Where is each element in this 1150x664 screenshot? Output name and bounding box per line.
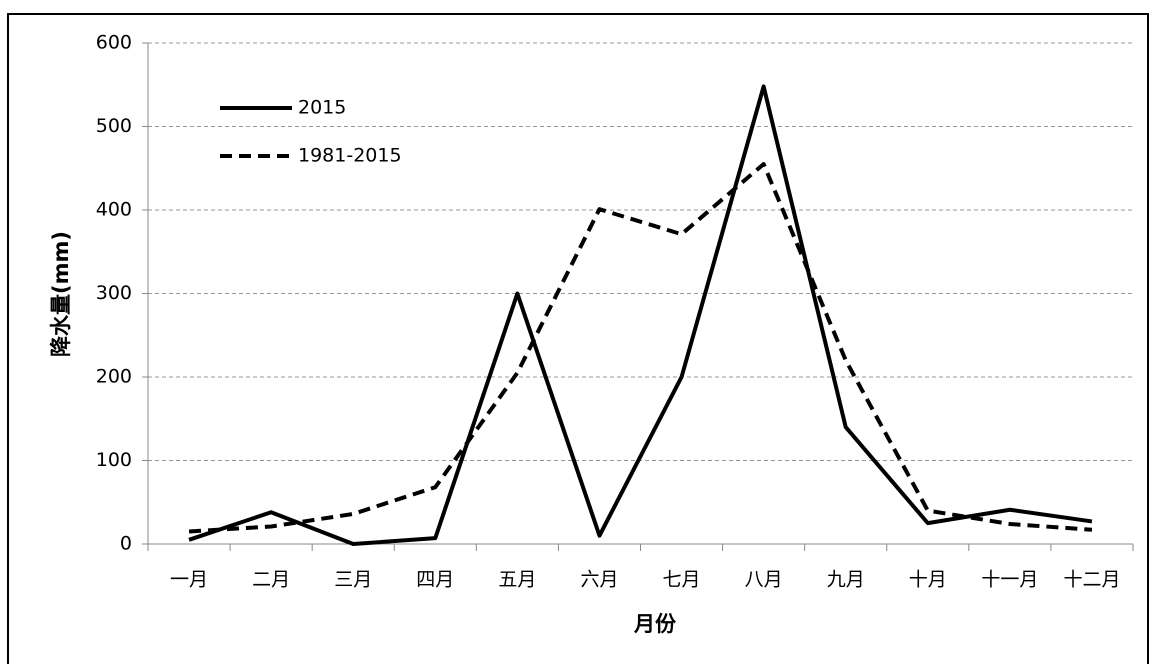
- y-tick-label: 600: [96, 32, 132, 54]
- y-tick-label: 300: [96, 282, 132, 304]
- x-tick-label: 十二月: [1063, 569, 1120, 591]
- x-tick-label: 十一月: [981, 569, 1038, 591]
- x-tick-label: 四月: [416, 569, 454, 591]
- y-tick-label: 100: [96, 449, 132, 471]
- y-axis-label: 降水量(mm): [49, 231, 73, 357]
- series-line: [188, 162, 1093, 534]
- y-tick-label: 500: [96, 115, 132, 137]
- y-tick-label: 0: [120, 533, 132, 555]
- x-tick-label: 六月: [580, 569, 618, 591]
- x-tick-label: 一月: [170, 569, 208, 591]
- legend-label: 1981-2015: [298, 145, 402, 167]
- x-tick-label: 七月: [663, 569, 701, 591]
- y-tick-label: 200: [96, 366, 132, 388]
- x-tick-label: 八月: [745, 569, 783, 591]
- x-tick-label: 九月: [827, 569, 865, 591]
- series-line: [188, 84, 1093, 546]
- x-tick-label: 五月: [498, 569, 536, 591]
- legend-label: 2015: [298, 97, 346, 119]
- x-tick-label: 三月: [334, 569, 372, 591]
- x-tick-label: 二月: [252, 569, 290, 591]
- y-tick-label: 400: [96, 199, 132, 221]
- chart-frame: [7, 13, 1149, 664]
- x-axis-label: 月份: [633, 612, 677, 636]
- x-tick-label: 十月: [909, 569, 947, 591]
